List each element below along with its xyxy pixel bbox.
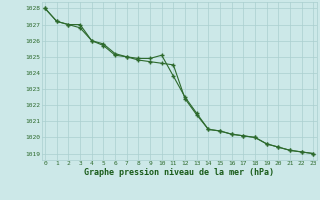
X-axis label: Graphe pression niveau de la mer (hPa): Graphe pression niveau de la mer (hPa) [84, 168, 274, 177]
